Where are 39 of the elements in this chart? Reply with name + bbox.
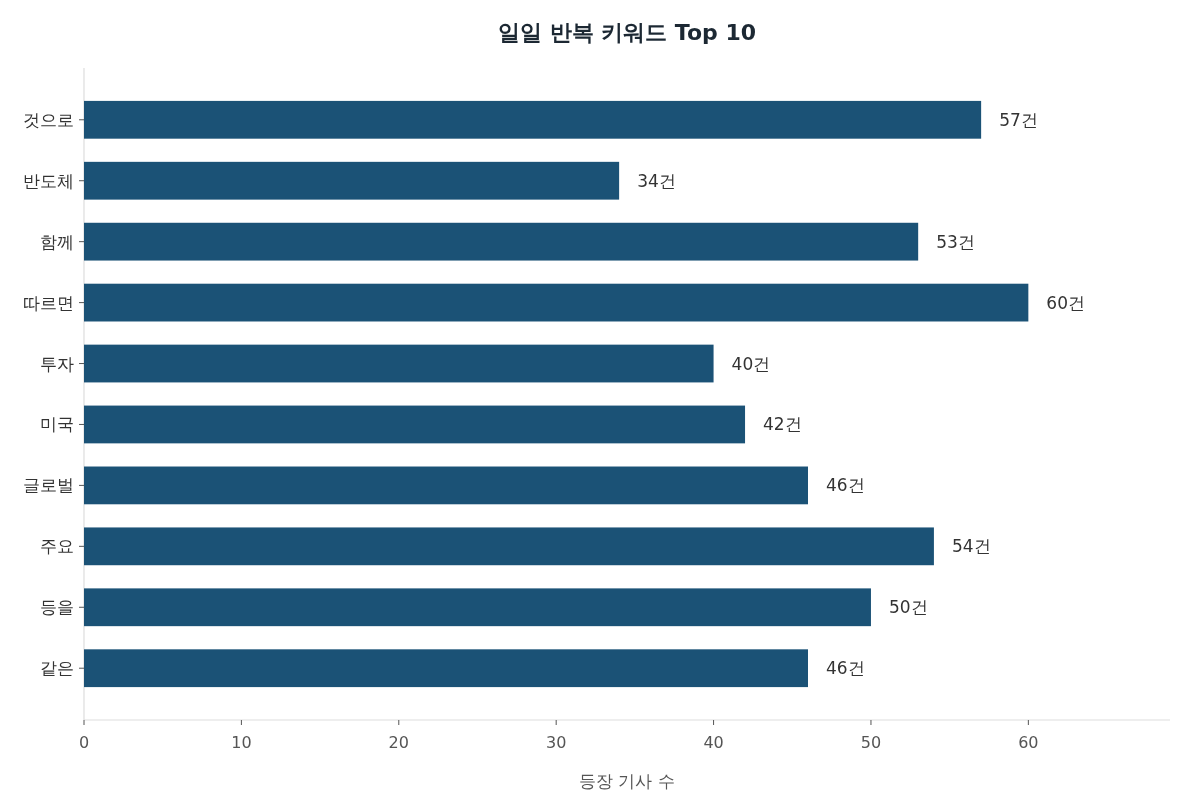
bar xyxy=(84,527,934,566)
bar xyxy=(84,405,746,444)
data-label: 42건 xyxy=(763,414,802,435)
bar xyxy=(84,161,620,200)
x-tick-label: 10 xyxy=(231,733,252,752)
y-tick-label: 등을 xyxy=(40,597,74,618)
y-tick-label: 같은 xyxy=(40,658,74,679)
y-tick-label: 것으로 xyxy=(23,109,74,130)
y-tick-label: 미국 xyxy=(40,414,74,435)
data-label: 57건 xyxy=(999,109,1038,130)
x-tick-label: 60 xyxy=(1018,733,1039,752)
x-axis-title: 등장 기사 수 xyxy=(579,771,675,791)
data-label: 54건 xyxy=(951,536,991,557)
data-label: 46건 xyxy=(826,475,865,496)
data-label: 46건 xyxy=(826,658,865,679)
y-tick-label: 함께 xyxy=(40,231,74,252)
y-tick-label: 글로벌 xyxy=(23,475,74,496)
y-tick-label: 반도체 xyxy=(23,170,74,191)
x-tick-label: 40 xyxy=(703,733,724,752)
bar xyxy=(84,283,1029,322)
data-label: 34건 xyxy=(637,170,676,191)
bar xyxy=(84,344,714,383)
data-label: 53건 xyxy=(936,231,975,252)
data-label: 60건 xyxy=(1046,292,1085,313)
y-tick-label: 투자 xyxy=(40,353,74,374)
data-label: 40건 xyxy=(731,353,771,374)
bar xyxy=(84,649,808,688)
x-tick-label: 20 xyxy=(388,733,409,752)
bar xyxy=(84,100,982,139)
bar xyxy=(84,466,808,505)
x-tick-label: 30 xyxy=(545,733,567,752)
data-label: 50건 xyxy=(888,597,928,618)
bar xyxy=(84,588,871,627)
y-tick-label: 따르면 xyxy=(23,292,74,313)
x-tick-label: 50 xyxy=(860,733,882,752)
y-tick-label: 주요 xyxy=(40,536,74,557)
x-tick-label: 0 xyxy=(78,733,90,752)
chart-title: 일일 반복 키워드 Top 10 xyxy=(497,20,757,45)
bar xyxy=(84,222,919,261)
